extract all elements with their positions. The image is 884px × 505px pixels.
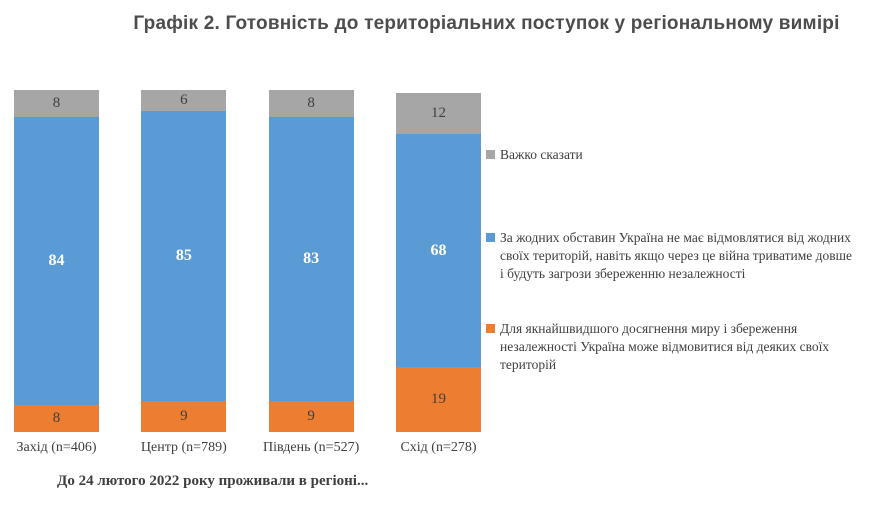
bar-value-label: 85 xyxy=(175,246,192,264)
bar-segment: 9 xyxy=(268,401,354,432)
bar-segment: 12 xyxy=(395,93,481,135)
legend-label: За жодних обставин Україна не має відмов… xyxy=(500,230,852,281)
bar-2: 9 85 6 xyxy=(141,90,227,432)
legend: Важко сказати За жодних обставин Україна… xyxy=(486,146,884,406)
legend-label: Важко сказати xyxy=(500,147,583,162)
legend-marker-orange-icon xyxy=(486,324,495,333)
legend-marker-blue-icon xyxy=(486,233,495,242)
x-axis-caption: До 24 лютого 2022 року проживали в регіо… xyxy=(57,473,369,489)
x-axis-label: Захід (n=406) xyxy=(16,440,97,455)
bar-value-label: 8 xyxy=(52,95,61,112)
bar-segment: 6 xyxy=(141,90,227,111)
bar-value-label: 12 xyxy=(430,105,446,122)
bar-value-label: 84 xyxy=(48,252,65,269)
legend-item-no-concessions: За жодних обставин Україна не має відмов… xyxy=(486,229,852,283)
bar-value-label: 9 xyxy=(180,408,188,425)
bar-segment: 8 xyxy=(14,404,99,432)
legend-marker-gray-icon xyxy=(486,150,495,159)
legend-label: Для якнайшвидшого досягнення миру і збер… xyxy=(500,321,830,372)
bar-value-label: 6 xyxy=(180,91,188,108)
x-axis-label: Південь (n=527) xyxy=(263,440,360,455)
bar-segment: 84 xyxy=(14,117,99,405)
bar-segment: 9 xyxy=(141,401,227,432)
bar-1: 8 84 8 xyxy=(14,90,99,432)
bar-segment: 8 xyxy=(268,90,354,118)
bar-value-label: 68 xyxy=(430,241,447,259)
bar-value-label: 9 xyxy=(307,408,315,425)
bar-value-label: 8 xyxy=(52,409,61,426)
bar-segment: 19 xyxy=(395,367,481,432)
bar-4: 19 68 12 xyxy=(395,90,481,432)
bar-segment: 8 xyxy=(14,90,99,118)
x-axis-label: Схід (n=278) xyxy=(400,440,477,455)
chart-title: Графік 2. Готовність до територіальних п… xyxy=(133,13,840,34)
bar-3: 9 83 8 xyxy=(268,90,354,432)
bar-segment: 83 xyxy=(268,117,354,402)
bar-value-label: 8 xyxy=(307,95,315,112)
bar-segment: 85 xyxy=(141,110,227,402)
bar-value-label: 83 xyxy=(303,250,320,268)
bar-segment: 68 xyxy=(395,134,481,368)
legend-item-hard-to-say: Важко сказати xyxy=(486,146,852,164)
bar-value-label: 19 xyxy=(430,391,446,408)
x-axis-label: Центр (n=789) xyxy=(140,440,227,455)
legend-item-concessions-for-peace: Для якнайшвидшого досягнення миру і збер… xyxy=(486,320,852,374)
